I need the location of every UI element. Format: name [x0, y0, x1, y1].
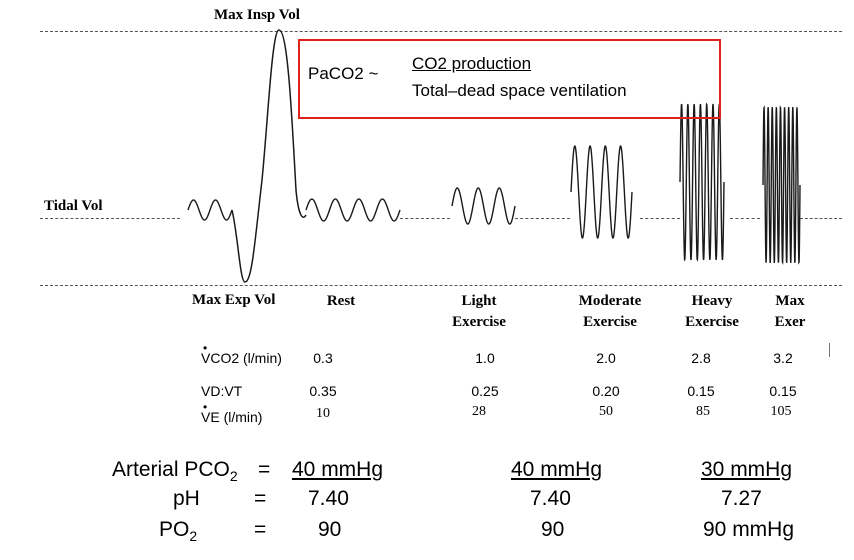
wave-rest-left	[187, 199, 233, 221]
tidal-line-end	[800, 218, 842, 219]
col-rest-label: Rest	[326, 293, 356, 309]
wave-max-maneuver	[231, 29, 307, 283]
equals-1: =	[258, 458, 271, 481]
equals-3: =	[254, 518, 267, 541]
col-light-label: Light Exercise	[452, 293, 506, 330]
formula-lhs: PaCO2 ~	[308, 64, 379, 83]
col-max: Max Exer	[760, 291, 820, 333]
tidal-line-left	[40, 218, 180, 219]
vdvt-heavy: 0.15	[687, 383, 715, 399]
vdvt-moderate: 0.20	[592, 383, 620, 399]
pco2-moderate-value: 40 mmHg	[511, 458, 603, 481]
col-light: Light Exercise	[434, 291, 524, 333]
vdvt-rest: 0.35	[309, 383, 337, 399]
po2-rest: 90	[318, 518, 342, 541]
wave-light	[451, 187, 516, 225]
vco2-max: 3.2	[773, 350, 793, 366]
formula-denominator: Total–dead space ventilation	[412, 81, 627, 100]
col-moderate-label: Moderate Exercise	[578, 293, 642, 330]
wave-moderate	[570, 145, 633, 239]
ve-rest: 10	[316, 406, 330, 421]
max-insp-line	[40, 31, 842, 32]
vco2-rest: 0.3	[313, 350, 333, 366]
ph-rest: 7.40	[308, 487, 349, 510]
wave-heavy	[679, 102, 725, 262]
col-heavy-label: Heavy Exercise	[685, 293, 739, 330]
wave-max	[762, 105, 801, 265]
vco2-light: 1.0	[475, 350, 495, 366]
row-vco2-label: VCO2 (l/min)	[201, 350, 282, 366]
max-exp-vol-label: Max Exp Vol	[192, 292, 276, 308]
tidal-line-right2	[730, 218, 760, 219]
col-rest: Rest	[296, 291, 386, 312]
ve-moderate: 50	[599, 404, 613, 419]
vdvt-max: 0.15	[769, 383, 797, 399]
formula-box	[298, 39, 721, 119]
col-moderate: Moderate Exercise	[558, 291, 662, 333]
col-max-label: Max Exer	[774, 293, 806, 330]
col-heavy: Heavy Exercise	[670, 291, 754, 333]
pco2-rest-value: 40 mmHg	[292, 458, 384, 481]
ve-dot: •	[203, 400, 208, 414]
wave-rest-right	[305, 198, 401, 222]
po2-max: 90 mmHg	[703, 518, 795, 541]
po2-text: PO	[159, 518, 190, 541]
po2-sub: 2	[189, 528, 198, 545]
vco2-dot: •	[203, 341, 208, 355]
ve-max: 105	[770, 404, 792, 419]
pco2-max-value: 30 mmHg	[701, 458, 793, 481]
formula-numerator: CO2 production	[412, 54, 532, 73]
ph-moderate: 7.40	[530, 487, 571, 510]
equals-2: =	[254, 487, 267, 510]
pco2-moderate: 40 mmHg	[511, 458, 602, 482]
ph-label: pH	[173, 487, 200, 510]
pco2-max: 30 mmHg	[701, 458, 792, 482]
vco2-moderate: 2.0	[596, 350, 616, 366]
pco2-rest: 40 mmHg	[292, 458, 383, 482]
arterial-pco2-text: Arterial PCO	[112, 458, 230, 481]
max-exp-line	[40, 285, 842, 286]
arterial-pco2-sub: 2	[229, 468, 238, 485]
tidal-line-right	[640, 218, 680, 219]
tidal-vol-label: Tidal Vol	[44, 198, 103, 214]
ve-light: 28	[472, 404, 486, 419]
vco2-heavy: 2.8	[691, 350, 711, 366]
row-ve-label: VE (l/min)	[201, 409, 263, 425]
tidal-line-mid	[400, 218, 450, 219]
arterial-pco2-label: Arterial PCO2	[112, 458, 238, 484]
ph-max: 7.27	[721, 487, 762, 510]
tidal-line-mid2	[515, 218, 570, 219]
max-insp-vol-label: Max Insp Vol	[214, 7, 300, 23]
po2-moderate: 90	[541, 518, 565, 541]
margin-tick	[829, 343, 830, 357]
ve-heavy: 85	[696, 404, 710, 419]
po2-label: PO2	[159, 518, 197, 544]
vdvt-light: 0.25	[471, 383, 499, 399]
row-vdvt-label: VD:VT	[201, 383, 243, 399]
